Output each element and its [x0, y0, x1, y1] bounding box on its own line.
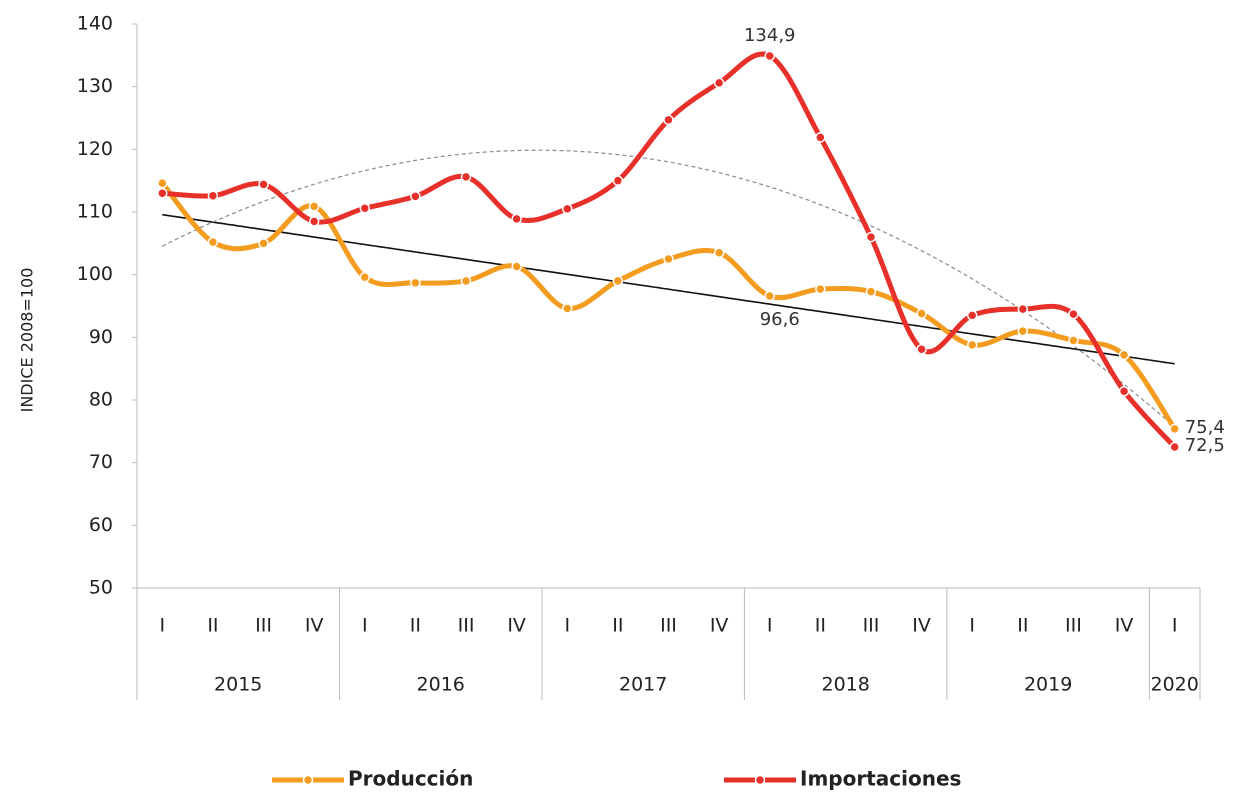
legend-marker — [302, 774, 314, 786]
y-tick-label: 100 — [77, 263, 113, 285]
x-tick-label: I — [564, 615, 570, 637]
x-group-label: 2016 — [417, 674, 465, 696]
x-tick-label: I — [1172, 615, 1178, 637]
x-tick-label: II — [207, 615, 218, 637]
y-tick-label: 60 — [89, 514, 113, 536]
data-point — [764, 290, 775, 302]
data-point — [916, 308, 927, 319]
x-tick-label: III — [255, 615, 272, 637]
x-group-label: 2017 — [619, 674, 667, 696]
data-point — [207, 190, 219, 201]
x-tick-label: I — [969, 615, 975, 637]
legend-marker — [754, 774, 766, 786]
y-tick-label: 90 — [89, 326, 113, 348]
data-point — [460, 171, 472, 183]
data-point — [157, 177, 168, 189]
data-label: 96,6 — [760, 309, 800, 330]
data-label: 72,5 — [1185, 435, 1225, 456]
data-point — [1118, 349, 1130, 361]
x-tick-label: IV — [710, 615, 729, 637]
x-tick-label: I — [160, 615, 166, 637]
trendline — [162, 213, 1175, 365]
data-point — [207, 236, 219, 248]
data-point — [157, 187, 168, 199]
data-point — [815, 132, 826, 143]
data-point — [258, 238, 269, 249]
x-tick-label: I — [362, 615, 368, 637]
data-point — [1068, 335, 1079, 346]
x-tick-label: IV — [305, 615, 324, 637]
y-tick-label: 140 — [77, 13, 113, 35]
x-tick-label: III — [458, 615, 475, 637]
x-tick-label: II — [1017, 615, 1028, 637]
y-axis-title: INDICE 2008=100 — [18, 268, 37, 413]
legend-label: Importaciones — [800, 767, 961, 791]
x-group-label: 2018 — [821, 674, 869, 696]
x-tick-label: II — [815, 615, 826, 637]
x-tick-label: III — [863, 615, 880, 637]
legend-label: Producción — [348, 767, 473, 791]
data-point — [1017, 325, 1029, 337]
trendline — [162, 149, 1176, 428]
data-point — [713, 77, 725, 89]
data-point — [865, 231, 877, 243]
data-point — [612, 275, 624, 287]
data-point — [410, 191, 421, 202]
data-point — [815, 283, 826, 295]
data-point — [966, 310, 978, 321]
x-tick-label: IV — [912, 615, 931, 637]
data-point — [764, 50, 775, 62]
x-group-label: 2019 — [1024, 674, 1072, 696]
x-tick-label: I — [767, 615, 773, 637]
data-point — [865, 286, 877, 297]
series-line — [162, 51, 1177, 449]
data-point — [663, 253, 674, 265]
data-point — [359, 271, 371, 283]
data-point — [966, 339, 978, 351]
data-point — [511, 213, 522, 225]
y-tick-label: 130 — [77, 75, 113, 97]
data-point — [1169, 441, 1180, 453]
x-tick-label: III — [1065, 615, 1082, 637]
data-point — [460, 275, 472, 287]
y-tick-label: 80 — [89, 389, 113, 411]
x-tick-label: II — [612, 615, 623, 637]
data-point — [258, 179, 269, 190]
data-point — [562, 303, 573, 314]
x-group-label: 2020 — [1151, 674, 1199, 696]
y-tick-label: 110 — [77, 201, 113, 223]
data-point — [1017, 303, 1029, 315]
data-point — [1068, 308, 1079, 320]
data-point — [916, 343, 927, 355]
data-point — [511, 261, 522, 272]
x-tick-label: IV — [507, 615, 526, 637]
data-point — [663, 114, 674, 126]
data-label: 75,4 — [1185, 417, 1225, 438]
data-point — [359, 202, 371, 214]
data-point — [410, 277, 421, 289]
y-tick-label: 120 — [77, 138, 113, 160]
x-tick-label: IV — [1115, 615, 1134, 637]
x-tick-label: II — [410, 615, 421, 637]
x-group-label: 2015 — [214, 674, 262, 696]
data-point — [713, 247, 725, 258]
data-point — [612, 175, 624, 186]
data-point — [1169, 423, 1180, 435]
x-tick-label: III — [660, 615, 677, 637]
data-label: 134,9 — [744, 25, 796, 46]
data-point — [308, 201, 320, 212]
y-tick-label: 70 — [89, 451, 113, 473]
y-tick-label: 50 — [89, 577, 113, 599]
data-point — [308, 216, 320, 227]
data-point — [1118, 385, 1130, 397]
data-point — [562, 203, 573, 215]
